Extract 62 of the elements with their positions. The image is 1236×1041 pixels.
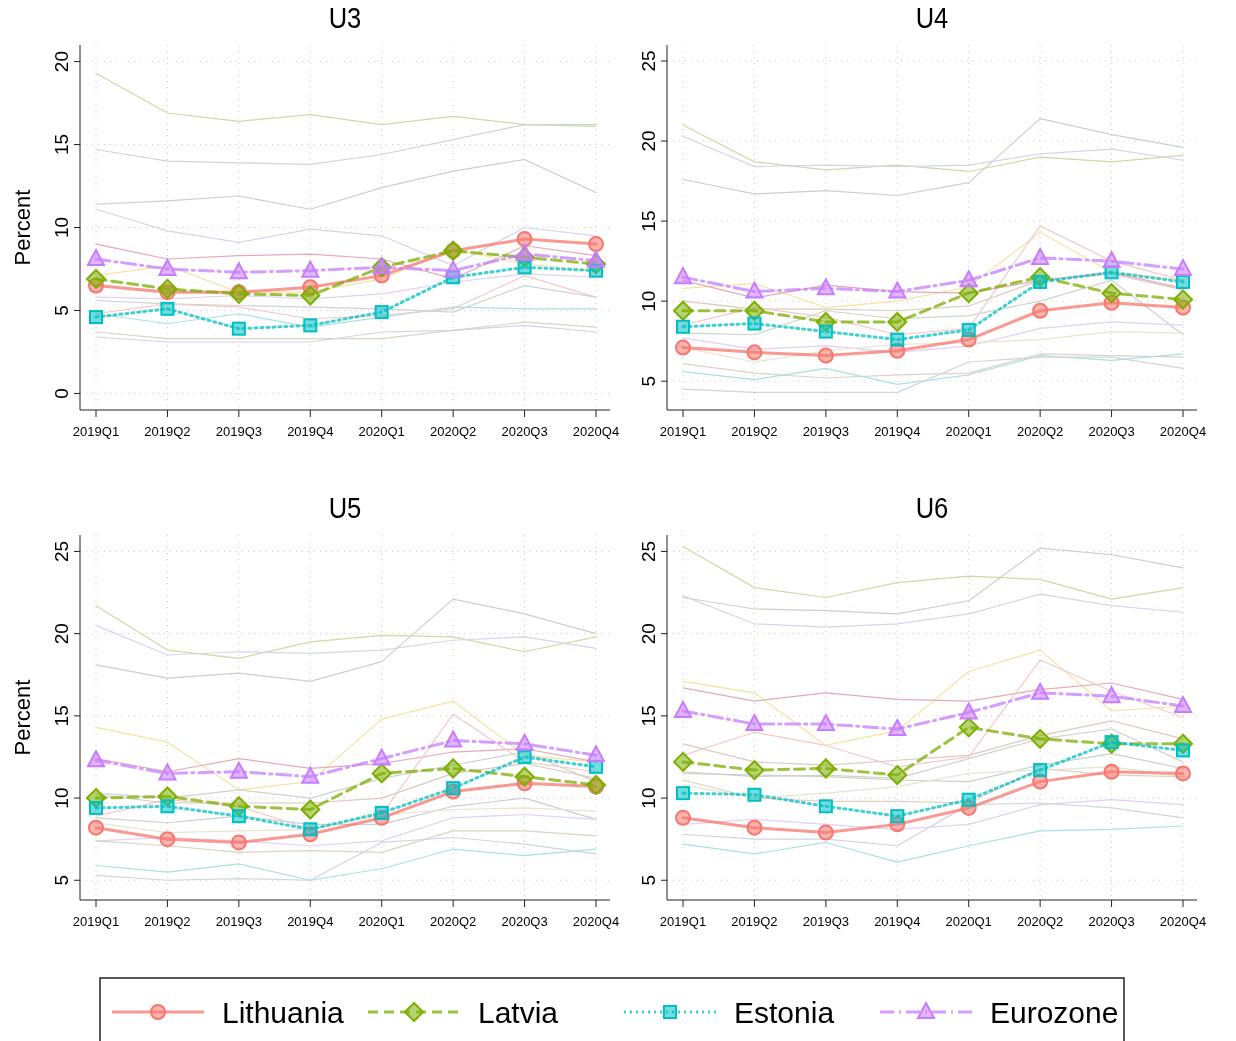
chart-title: U6 <box>915 491 949 525</box>
x-tick-label: 2020Q2 <box>430 424 477 439</box>
y-tick-label: 15 <box>51 133 72 156</box>
y-tick-label: 20 <box>51 623 72 645</box>
x-tick-label: 2019Q2 <box>144 914 191 929</box>
y-tick-label: 10 <box>638 787 659 809</box>
chart-title: U4 <box>915 1 949 35</box>
x-tick-label: 2019Q4 <box>874 424 921 439</box>
x-tick-label: 2019Q1 <box>659 424 707 439</box>
x-tick-label: 2019Q1 <box>72 914 120 929</box>
y-tick-label: 20 <box>638 130 659 152</box>
y-tick-label: 20 <box>638 623 659 645</box>
y-tick-label: 20 <box>51 51 72 73</box>
y-tick-label: 5 <box>638 874 659 886</box>
y-axis-title: Percent <box>10 189 35 266</box>
x-tick-label: 2019Q3 <box>215 914 262 929</box>
x-tick-label: 2020Q4 <box>572 424 620 439</box>
y-tick-label: 15 <box>638 705 659 727</box>
x-tick-label: 2019Q4 <box>287 914 334 929</box>
y-tick-label: 10 <box>51 787 72 809</box>
x-tick-label: 2019Q3 <box>802 914 849 929</box>
x-tick-label: 2020Q3 <box>1088 424 1135 439</box>
x-tick-label: 2019Q2 <box>144 424 191 439</box>
y-tick-label: 5 <box>638 375 659 387</box>
chart-title: U3 <box>328 1 362 35</box>
x-tick-label: 2019Q4 <box>874 914 921 929</box>
x-tick-label: 2020Q2 <box>1017 914 1064 929</box>
x-tick-label: 2019Q1 <box>659 914 707 929</box>
legend-label: Estonia <box>734 996 835 1029</box>
x-tick-label: 2019Q2 <box>731 424 778 439</box>
x-tick-label: 2020Q4 <box>1159 424 1207 439</box>
chart-title: U5 <box>328 491 362 525</box>
y-tick-label: 15 <box>638 210 659 232</box>
x-tick-label: 2020Q1 <box>358 424 405 439</box>
x-tick-label: 2020Q1 <box>945 424 992 439</box>
y-tick-label: 5 <box>51 305 72 316</box>
x-tick-label: 2019Q4 <box>287 424 334 439</box>
y-tick-label: 25 <box>638 540 659 563</box>
y-tick-label: 25 <box>51 540 72 563</box>
x-tick-label: 2020Q1 <box>358 914 405 929</box>
x-tick-label: 2019Q3 <box>802 424 849 439</box>
x-tick-label: 2020Q3 <box>1088 914 1135 929</box>
legend-label: Eurozone <box>990 996 1119 1029</box>
legend-label: Latvia <box>478 996 559 1029</box>
x-tick-label: 2020Q1 <box>945 914 992 929</box>
x-tick-label: 2020Q2 <box>1017 424 1064 439</box>
x-tick-label: 2019Q2 <box>731 914 778 929</box>
y-tick-label: 0 <box>51 388 72 399</box>
y-tick-label: 10 <box>51 216 72 239</box>
y-tick-label: 25 <box>638 50 659 72</box>
x-tick-label: 2020Q3 <box>501 424 548 439</box>
x-tick-label: 2019Q1 <box>72 424 120 439</box>
x-tick-label: 2020Q2 <box>430 914 477 929</box>
y-tick-label: 10 <box>638 290 659 312</box>
y-axis-title: Percent <box>10 679 35 756</box>
x-tick-label: 2020Q4 <box>1159 914 1207 929</box>
y-tick-label: 15 <box>51 705 72 727</box>
x-tick-label: 2020Q3 <box>501 914 548 929</box>
x-tick-label: 2019Q3 <box>215 424 262 439</box>
y-tick-label: 5 <box>51 874 72 886</box>
x-tick-label: 2020Q4 <box>572 914 620 929</box>
legend-label: Lithuania <box>222 996 345 1029</box>
